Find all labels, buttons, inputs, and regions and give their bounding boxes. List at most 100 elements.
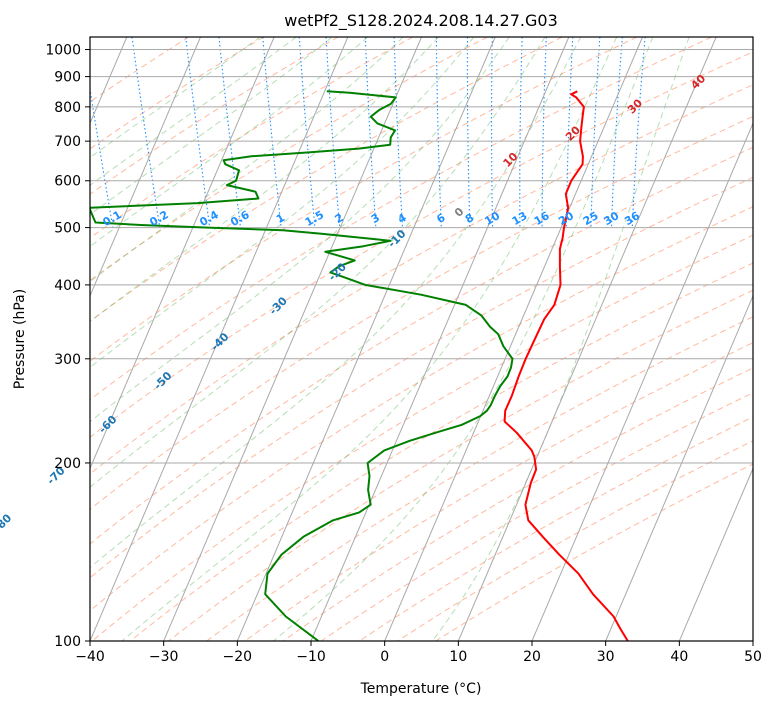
isotherm-label: -80 [0, 511, 15, 534]
mixing-ratio-label: 4 [396, 211, 409, 226]
y-tick-label: 200 [54, 456, 81, 472]
x-tick-label: −20 [223, 649, 253, 665]
dry-adiabat [90, 37, 264, 150]
mixing-ratio-line [262, 37, 282, 228]
mixing-ratio-line [131, 37, 161, 228]
mixing-ratio-label: 0.4 [197, 208, 221, 229]
dry-adiabat [90, 146, 753, 545]
y-tick-label: 800 [54, 100, 81, 116]
mixing-ratio-label: 3 [369, 211, 382, 226]
mixing-ratio-label: 10 [482, 209, 502, 228]
isotherm-label: -30 [267, 294, 290, 317]
dry-adiabat [90, 115, 753, 510]
mixing-ratio-line [466, 37, 471, 228]
moist-adiabat [90, 37, 404, 283]
mixing-ratio-line [90, 85, 114, 228]
isotherm [678, 467, 753, 641]
chart-title: wetPf2_S128.2024.208.14.27.G03 [284, 11, 558, 31]
isotherm [236, 37, 496, 641]
mixing-ratio-label: 8 [463, 211, 476, 226]
mixing-ratio-line [490, 37, 494, 228]
plot-area [90, 37, 753, 641]
mixing-ratio-label: 6 [434, 211, 447, 226]
isotherm [90, 37, 349, 641]
dewpoint-line [90, 90, 514, 641]
mixing-ratio-label: 16 [532, 209, 552, 228]
x-tick-label: −30 [149, 649, 179, 665]
dry-adiabat [90, 37, 638, 362]
temperature-line [503, 90, 629, 641]
y-tick-label: 100 [54, 634, 81, 650]
x-tick-label: −10 [296, 649, 326, 665]
plot-frame [89, 36, 754, 642]
mixing-ratio-line [590, 37, 601, 228]
x-tick-label: 10 [449, 649, 467, 665]
dry-adiabat-label: 40 [688, 72, 708, 92]
x-tick-label: 40 [670, 649, 688, 665]
dry-adiabat [90, 37, 190, 103]
mixing-ratio-label: 36 [622, 209, 642, 228]
mixing-ratio-line [435, 37, 442, 228]
moist-adiabat [90, 37, 439, 322]
isotherm [90, 37, 201, 298]
dry-adiabat [90, 51, 753, 438]
x-axis-label: Temperature (°C) [360, 681, 482, 697]
moist-adiabat [90, 37, 475, 368]
y-tick-label: 1000 [45, 43, 81, 59]
y-tick-label: 700 [54, 134, 81, 150]
moist-adiabat [90, 37, 369, 248]
moist-adiabat [90, 37, 582, 569]
x-tick-label: 20 [523, 649, 541, 665]
dry-adiabat [359, 416, 753, 641]
x-tick-label: 50 [744, 649, 762, 665]
mixing-ratio-line [364, 37, 377, 228]
moist-adiabat [273, 37, 654, 641]
moist-adiabat [121, 37, 618, 641]
mixing-ratio-line [218, 37, 242, 228]
dry-adiabat-label: 30 [625, 96, 645, 116]
isotherm [531, 122, 753, 641]
y-tick-label: 500 [54, 221, 81, 237]
dry-adiabat [282, 367, 753, 641]
mixing-ratio-line [519, 37, 523, 228]
moist-adiabat [431, 37, 690, 641]
dry-adiabat [244, 342, 753, 641]
isotherm [605, 294, 753, 641]
mixing-ratio-label: 13 [510, 209, 530, 228]
isotherm [752, 639, 753, 641]
moist-adiabat [90, 37, 297, 186]
isotherm-label: -60 [96, 413, 119, 436]
dry-adiabat [90, 37, 712, 401]
isotherm [457, 37, 717, 641]
dry-adiabat [90, 176, 753, 579]
mixing-ratio-label: 1 [274, 211, 287, 226]
isotherm [90, 37, 275, 470]
mixing-ratio-line [541, 37, 547, 228]
dry-adiabat [90, 37, 488, 281]
dry-adiabat [168, 289, 753, 641]
isotherm [384, 37, 643, 641]
moist-adiabat [90, 37, 510, 423]
mixing-ratio-line [610, 37, 623, 228]
mixing-ratio-line [185, 37, 211, 228]
dry-adiabat [90, 84, 753, 475]
dry-adiabat [90, 37, 414, 239]
mixing-ratio-label: 1.5 [303, 208, 326, 229]
mixing-ratio-label: 30 [601, 209, 621, 228]
dry-adiabat [91, 234, 753, 641]
mixing-ratio-label: 25 [581, 209, 601, 228]
mixing-ratio-line [631, 37, 646, 228]
isotherm [163, 37, 422, 641]
moist-adiabat [90, 37, 546, 488]
y-tick-label: 600 [54, 174, 81, 190]
mixing-ratio-label: 20 [556, 209, 576, 228]
y-axis-label: Pressure (hPa) [12, 289, 28, 389]
mixing-ratio-label: 0.6 [228, 208, 252, 229]
y-tick-label: 400 [54, 278, 81, 294]
moist-adiabat [90, 37, 333, 216]
dry-adiabat [90, 37, 339, 195]
x-tick-label: −40 [75, 649, 105, 665]
dry-adiabat [435, 463, 753, 641]
